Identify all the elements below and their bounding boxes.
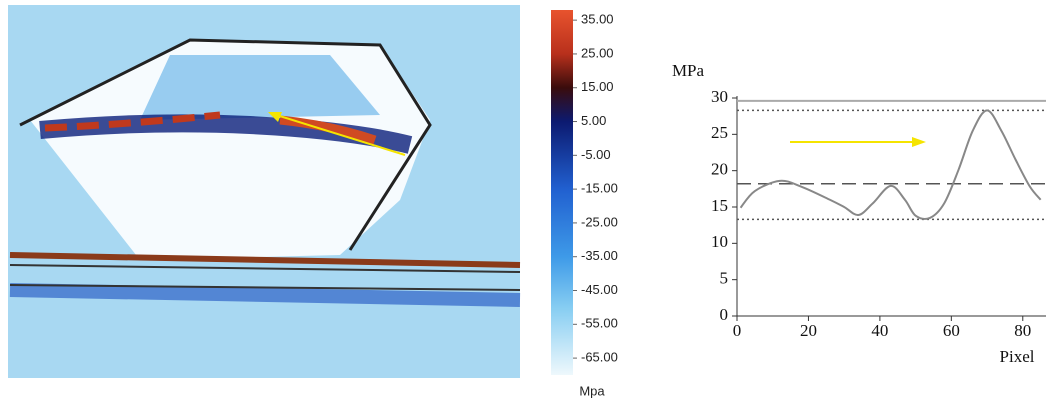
x-tick-label: 80 — [1014, 321, 1031, 340]
x-tick-label: 60 — [943, 321, 960, 340]
colorbar-tick-label: -65.00 — [581, 350, 618, 365]
colorbar-tick-label: -25.00 — [581, 214, 618, 229]
colorbar-tick-label: -55.00 — [581, 316, 618, 331]
x-tick-label: 0 — [733, 321, 742, 340]
colorbar-tick-label: 25.00 — [581, 45, 614, 60]
y-tick-label: 20 — [711, 160, 728, 179]
y-axis-label: MPa — [672, 61, 705, 80]
y-tick-label: 5 — [720, 269, 729, 288]
y-tick-label: 15 — [711, 196, 728, 215]
data-line — [741, 110, 1041, 219]
colorbar-label: Mpa — [579, 383, 605, 398]
colorbar — [551, 10, 573, 375]
colorbar-tick-label: 5.00 — [581, 113, 606, 128]
colorbar-tick-label: -5.00 — [581, 147, 611, 162]
arrow — [790, 137, 926, 147]
x-axis-label: Pixel — [1000, 347, 1035, 366]
y-tick-label: 30 — [711, 87, 728, 106]
page: Mpa MPa Pixel 35.00 25.00 15.00 5.00 -5.00 -1… — [0, 0, 1054, 403]
colorbar-tick-label: -45.00 — [581, 282, 618, 297]
colorbar-tick-label: -35.00 — [581, 248, 618, 263]
stress-map — [8, 5, 520, 378]
colorbar-tick-label: 15.00 — [581, 79, 614, 94]
y-tick-label: 25 — [711, 123, 728, 142]
y-tick-label: 10 — [711, 232, 728, 251]
x-tick-label: 40 — [871, 321, 888, 340]
colorbar-tick-label: 35.00 — [581, 12, 614, 27]
x-tick-label: 20 — [800, 321, 817, 340]
colorbar-tick-label: -15.00 — [581, 181, 618, 196]
y-tick-label: 0 — [720, 305, 729, 324]
